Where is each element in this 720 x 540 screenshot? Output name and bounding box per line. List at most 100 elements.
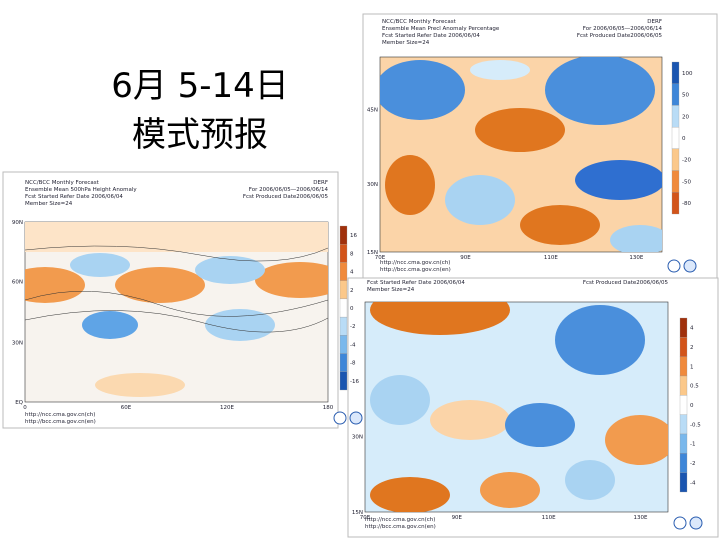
header-right: For 2006/06/05—2006/06/14 [249,187,329,193]
lon-label: 110E [542,515,556,521]
colorbar-swatch [339,316,348,336]
lon-label: 180 [323,405,334,411]
colorbar-swatch [339,298,348,318]
panel-precip [362,13,718,279]
logo [667,259,681,273]
lat-label: 15N [367,250,378,256]
panel-height [2,171,339,429]
colorbar-label: 4 [350,270,354,276]
logo [349,411,363,425]
lon-label: 110E [544,255,558,261]
lat-label: 30N [12,341,23,347]
header-left: Ensemble Mean Precl Anomaly Percentage [382,26,500,32]
colorbar-swatch [671,148,680,171]
colorbar-label: -80 [682,201,691,207]
url: http://ncc.cma.gov.cn(ch) [380,260,450,266]
colorbar-label: 0 [682,136,686,142]
lon-label: 90E [452,515,463,521]
header-left: Fcst Started Refer Date 2006/06/04 [382,33,480,39]
header-right: Fcst Produced Date2006/06/05 [243,194,329,200]
colorbar-label: -4 [690,480,696,486]
colorbar-swatch [671,83,680,106]
lat-label: 30N [352,434,363,440]
colorbar-label: -2 [690,461,695,467]
url: http://bcc.cma.gov.cn(en) [380,267,451,273]
lat-label: 90N [12,220,23,226]
colorbar-label: -20 [682,158,691,164]
colorbar-label: 2 [350,288,354,294]
colorbar-label: -16 [350,379,359,385]
logo [673,516,687,530]
colorbar-swatch [679,356,688,377]
colorbar-swatch [339,280,348,300]
colorbar-swatch [671,126,680,150]
colorbar-swatch [671,61,680,84]
header-left: NCC/BCC Monthly Forecast [25,180,100,186]
header-left: Member Size=24 [367,287,415,293]
header-left: Member Size=24 [25,201,73,207]
lat-label: 60N [12,279,23,285]
colorbar-label: 2 [690,345,694,351]
colorbar-swatch [679,337,688,357]
url: http://bcc.cma.gov.cn(en) [25,419,96,425]
header-right: DERF [313,180,328,186]
colorbar-label: 20 [682,114,689,120]
colorbar-label: 0 [350,306,354,312]
header-right: Fcst Produced Date2006/06/05 [577,33,663,39]
colorbar-swatch [339,353,348,372]
colorbar-label: 100 [682,71,693,77]
colorbar-label: 1 [690,364,694,370]
colorbar-label: 50 [682,93,689,99]
header-left: Ensemble Mean 500hPa Height Anomaly [25,187,137,193]
colorbar-swatch [679,453,688,473]
header-left: Fcst Started Refer Date 2006/06/04 [367,280,465,286]
colorbar-label: 0 [690,403,694,409]
panel-temperature [347,277,719,538]
url: http://bcc.cma.gov.cn(en) [365,524,436,530]
header-left: NCC/BCC Monthly Forecast [382,19,457,25]
logo [333,411,347,425]
colorbar-swatch [679,317,688,338]
colorbar-label: 0.5 [690,384,699,390]
colorbar-swatch [679,472,688,493]
colorbar-swatch [679,414,688,435]
lon-label: 130E [633,515,647,521]
lat-label: 15N [352,510,363,516]
logo [689,516,703,530]
url: http://ncc.cma.gov.cn(ch) [25,412,95,418]
colorbar-swatch [339,244,348,263]
colorbar-label: -1 [690,442,695,448]
colorbar-label: 8 [350,251,354,257]
colorbar-swatch [339,335,348,354]
colorbar-swatch [339,262,348,281]
colorbar-swatch [679,395,688,415]
lon-label: 90E [460,255,471,261]
header-left: Fcst Started Refer Date 2006/06/04 [25,194,123,200]
logo [683,259,697,273]
slide-subtitle: 模式预报 [132,115,268,155]
url: http://ncc.cma.gov.cn(ch) [365,517,435,523]
colorbar-label: 4 [690,326,694,332]
lon-label: 60E [121,405,132,411]
colorbar-label: 16 [350,233,357,239]
colorbar-label: -50 [682,179,691,185]
colorbar-label: -8 [350,361,356,367]
lon-label: 70E [360,515,371,521]
header-right: For 2006/06/05—2006/06/14 [583,26,663,32]
colorbar-swatch [671,192,680,215]
lat-label: EQ [15,400,23,406]
colorbar-swatch [671,105,680,128]
colorbar-swatch [339,371,348,391]
slide-title: 6月 5-14日 [111,66,289,106]
header-right: DERF [647,19,662,25]
lat-label: 45N [367,108,378,114]
header-right: Fcst Produced Date2006/06/05 [583,280,669,286]
colorbar-label: -2 [350,324,355,330]
header-left: Member Size=24 [382,40,430,46]
lon-label: 0 [23,405,27,411]
colorbar-swatch [679,433,688,454]
colorbar-label: -4 [350,342,356,348]
colorbar-swatch [679,375,688,396]
lat-label: 30N [367,182,378,188]
